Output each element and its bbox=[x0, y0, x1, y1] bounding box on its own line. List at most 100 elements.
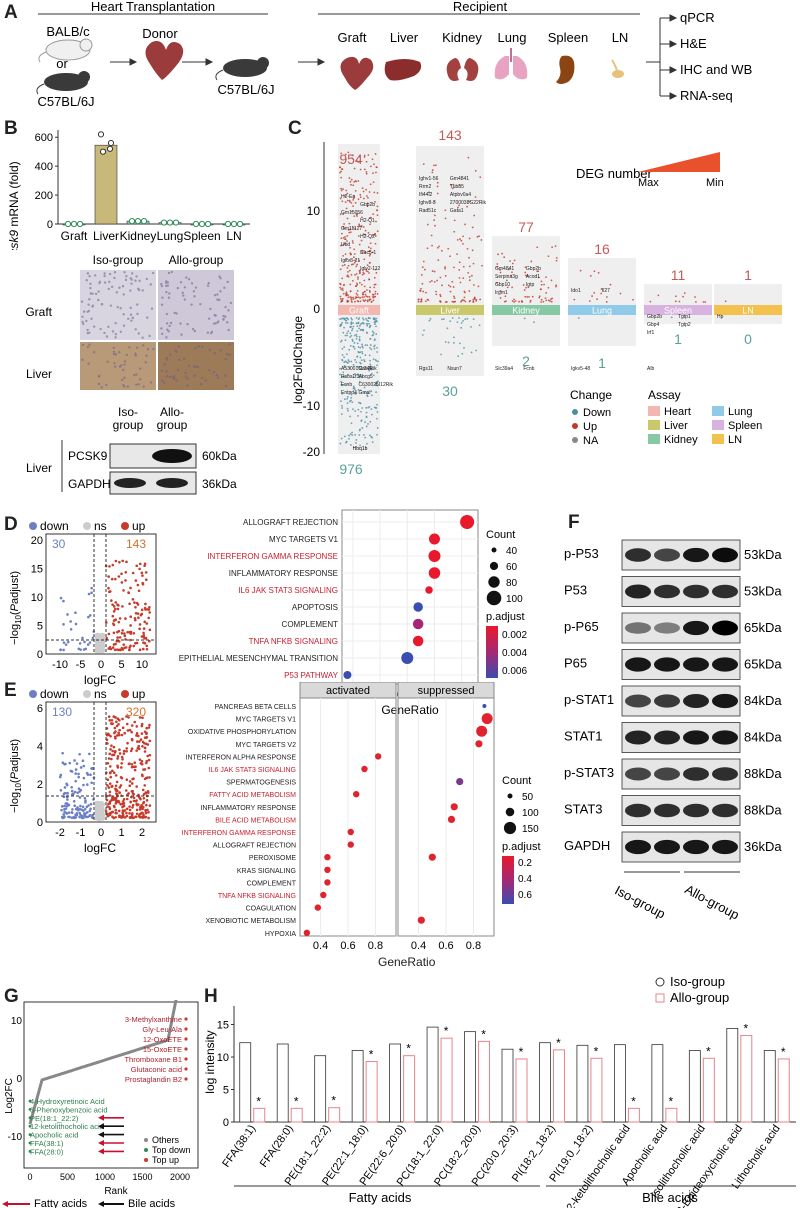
c-point-up bbox=[421, 282, 424, 285]
c-down-count: 1 bbox=[598, 355, 606, 371]
c-point-up bbox=[341, 277, 344, 280]
d-point-up bbox=[142, 631, 145, 635]
e-ytick: 2 bbox=[37, 779, 43, 791]
d-point-up bbox=[137, 616, 140, 620]
c-point-down bbox=[356, 330, 359, 332]
panel-b-ihc: Iso-group Allo-group Graft Liver bbox=[25, 253, 234, 390]
b-xlabel: Kidney bbox=[120, 229, 157, 243]
e-point-up bbox=[117, 800, 121, 804]
c-point-down bbox=[369, 317, 371, 319]
f-band bbox=[654, 694, 680, 708]
e-point-up bbox=[139, 761, 143, 765]
e-point-down bbox=[83, 796, 87, 800]
e-point-up bbox=[104, 809, 108, 813]
c-point-up bbox=[527, 286, 530, 289]
c-point-down bbox=[670, 316, 673, 319]
b-point bbox=[166, 219, 174, 226]
c-point-down bbox=[368, 354, 371, 357]
c-point-down bbox=[355, 439, 358, 441]
e-point-up bbox=[108, 806, 111, 809]
e-dot-activated bbox=[374, 753, 382, 760]
e-point-down bbox=[89, 802, 93, 806]
c-point-down bbox=[478, 324, 481, 327]
c-point-up bbox=[365, 172, 368, 175]
e-point-up bbox=[118, 815, 121, 819]
c-point-up bbox=[371, 158, 374, 161]
d-ytick: 20 bbox=[31, 535, 43, 547]
c-point-down bbox=[361, 322, 363, 325]
c-point-up bbox=[359, 168, 362, 171]
e-point-up bbox=[113, 751, 117, 754]
c-point-up bbox=[523, 289, 526, 291]
c-point-up bbox=[364, 299, 367, 302]
c-point-up bbox=[375, 166, 378, 169]
e-point-up bbox=[121, 800, 125, 803]
h-bar-iso bbox=[613, 1044, 626, 1123]
e-dot-activated bbox=[353, 791, 360, 798]
c-point-up bbox=[342, 236, 345, 239]
legend-kidney: Kidney bbox=[664, 434, 698, 446]
c-point-down bbox=[346, 407, 349, 410]
e-down-count: 130 bbox=[52, 705, 72, 719]
d-point-down bbox=[69, 628, 73, 631]
c-gene-label: Acod1 bbox=[526, 274, 540, 280]
h-star: * bbox=[669, 1094, 674, 1108]
c-point-up bbox=[463, 296, 466, 299]
c-point-up bbox=[462, 277, 465, 280]
e-dot-suppressed bbox=[417, 916, 425, 924]
d-point-up bbox=[129, 624, 132, 627]
e-point-down bbox=[82, 783, 85, 787]
d-point-up bbox=[105, 636, 109, 640]
e-point-up bbox=[147, 816, 150, 820]
c-point-up bbox=[368, 295, 371, 298]
e-point-up bbox=[128, 780, 132, 783]
e-point-up bbox=[133, 720, 137, 724]
c-point-down bbox=[357, 322, 360, 325]
e-point-up bbox=[112, 798, 115, 802]
h-bar-allo bbox=[777, 1058, 790, 1123]
e-point-ns bbox=[96, 800, 99, 804]
d-point-up bbox=[124, 570, 128, 574]
c-point-up bbox=[511, 271, 513, 274]
f-kda-label: 88kDa bbox=[744, 803, 782, 818]
c-point-down bbox=[470, 351, 473, 354]
c-point-up bbox=[420, 298, 423, 301]
c-point-down bbox=[429, 317, 432, 320]
d-pathway-label: P53 PATHWAY bbox=[284, 671, 339, 680]
c-point-up bbox=[605, 301, 608, 303]
d-pathway-label: EPITHELIAL MESENCHYMAL TRANSITION bbox=[179, 654, 339, 663]
c-point-up bbox=[510, 274, 512, 277]
c-point-down bbox=[460, 326, 462, 329]
c-point-up bbox=[367, 196, 369, 199]
d-dot bbox=[425, 586, 433, 594]
c-point-up bbox=[348, 269, 351, 272]
c-gene-label: H2-Q2 bbox=[360, 234, 375, 240]
g-xtick: 500 bbox=[60, 1172, 75, 1182]
c-point-down bbox=[371, 441, 374, 444]
c-point-up bbox=[372, 172, 374, 175]
e-point-up bbox=[118, 752, 122, 755]
d-point-up bbox=[116, 636, 119, 639]
c-gene-label: Igkv8-21 bbox=[341, 258, 360, 264]
c-point-up bbox=[457, 206, 459, 209]
e-point-up bbox=[115, 734, 119, 737]
f-kda-label: 84kDa bbox=[744, 693, 782, 708]
f-band bbox=[654, 622, 680, 634]
e-point-up bbox=[144, 791, 148, 795]
e-point-up bbox=[121, 805, 124, 809]
e-point-up bbox=[113, 735, 117, 739]
h-bar-iso bbox=[426, 1026, 439, 1123]
d-point-down bbox=[87, 592, 91, 596]
c-point-down bbox=[375, 417, 378, 420]
d-point-up bbox=[121, 605, 124, 608]
c-column-bg bbox=[714, 284, 782, 324]
f-allo-label: Allo-group bbox=[682, 881, 741, 922]
c-point-up bbox=[597, 271, 600, 274]
c-point-up bbox=[358, 259, 361, 262]
c-point-down bbox=[353, 334, 356, 337]
d-point-up bbox=[121, 629, 124, 632]
c-point-down bbox=[343, 375, 346, 378]
panel-e-volcano: down ns up 130 320 −log10(Padjust) 6420-… bbox=[9, 687, 157, 855]
d-point-down bbox=[90, 586, 94, 590]
c-point-up bbox=[433, 164, 435, 167]
